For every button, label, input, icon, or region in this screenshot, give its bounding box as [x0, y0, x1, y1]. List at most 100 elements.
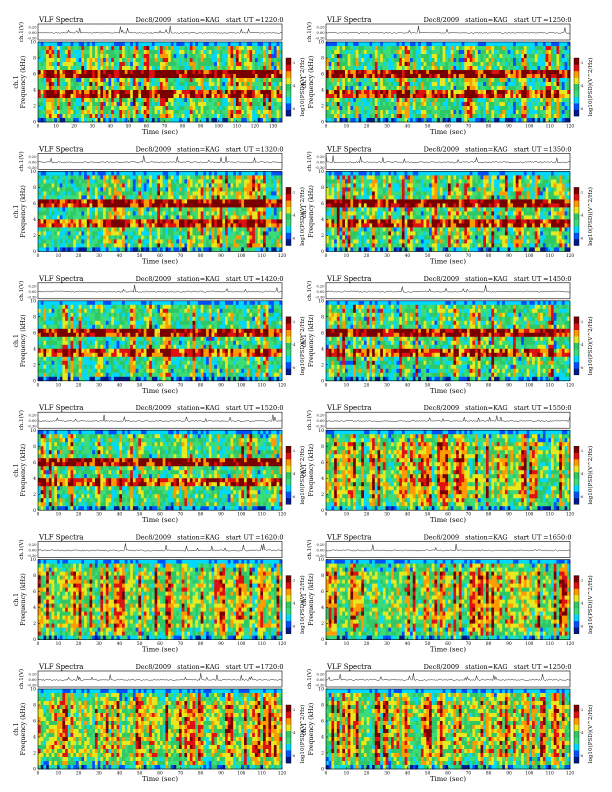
spectrogram-cell [225, 90, 228, 94]
spectrogram-cell [184, 90, 187, 94]
spectrogram-cell [364, 74, 367, 78]
spectrogram-cell [241, 74, 244, 78]
spectrogram-cell [524, 110, 527, 114]
spectrogram-cell [532, 54, 535, 58]
spectrogram-cell [68, 62, 71, 66]
spectrogram-cell [562, 62, 565, 66]
spectrogram-cell [100, 227, 103, 231]
spectrogram-cell [551, 58, 554, 62]
spectrogram-cell [46, 46, 49, 50]
spectrogram-cell [367, 42, 370, 46]
spectrogram-cell [54, 102, 57, 106]
spectrogram-cell [41, 74, 44, 78]
spectrogram-cell [73, 118, 76, 122]
spectrogram-cell [537, 66, 540, 70]
spectrogram-cell [62, 175, 65, 179]
spectrogram-cell [114, 211, 117, 215]
spectrogram-cell [405, 114, 408, 118]
spectrogram-cell [187, 227, 190, 231]
spectrogram-cell [187, 54, 190, 58]
spectrogram-cell [174, 74, 177, 78]
spectrogram-cell [122, 110, 125, 114]
spectrogram-cell [100, 171, 103, 175]
spectrogram-cell [38, 46, 41, 50]
spectrogram-cell [125, 187, 128, 191]
spectrogram-cell [415, 98, 418, 102]
spectrogram-cell [364, 50, 367, 54]
spectrogram-cell [380, 58, 383, 62]
spectrogram-cell [394, 106, 397, 110]
spectrogram-cell [174, 118, 177, 122]
spectrogram-cell [81, 54, 84, 58]
spectrogram-cell [65, 106, 68, 110]
spectrogram-cell [149, 94, 152, 98]
spectrogram-cell [386, 94, 389, 98]
spectrogram-cell [448, 90, 451, 94]
spectrogram-cell [380, 82, 383, 86]
spectrogram-cell [160, 66, 163, 70]
spectrogram-cell [543, 90, 546, 94]
spectrogram-cell [483, 70, 486, 74]
spectrogram-cell [43, 175, 46, 179]
spectrogram-cell [214, 90, 217, 94]
spectrogram-cell [49, 179, 52, 183]
spectrogram-cell [171, 231, 174, 235]
spectrogram-cell [68, 42, 71, 46]
spectrogram-cell [464, 70, 467, 74]
spectrogram-cell [375, 86, 378, 90]
spectrogram-cell [472, 70, 475, 74]
spectrogram-cell [57, 50, 60, 54]
spectrogram-cell [84, 106, 87, 110]
spectrogram-cell [247, 106, 250, 110]
spectrogram-cell [258, 50, 261, 54]
spectrogram-cell [540, 114, 543, 118]
spectrogram-cell [130, 46, 133, 50]
spectrogram-cell [497, 98, 500, 102]
spectrogram-cell [418, 62, 421, 66]
spectrogram-cell [236, 102, 239, 106]
spectrogram-cell [87, 114, 90, 118]
spectrogram-cell [277, 106, 280, 110]
spectrogram-cell [68, 82, 71, 86]
spectrogram-cell [228, 98, 231, 102]
spectrogram-cell [326, 82, 329, 86]
spectrogram-cell [163, 231, 166, 235]
spectrogram-cell [193, 66, 196, 70]
spectrogram-cell [556, 94, 559, 98]
spectrogram-cell [152, 82, 155, 86]
spectrogram-cell [52, 66, 55, 70]
spectrogram-cell [165, 219, 168, 223]
spectrogram-cell [146, 243, 149, 247]
spectrogram-cell [502, 90, 505, 94]
spectrogram-cell [453, 90, 456, 94]
spectrogram-cell [353, 118, 356, 122]
spectrogram-cell [483, 94, 486, 98]
spectrogram-cell [562, 42, 565, 46]
spectrogram-cell [524, 42, 527, 46]
spectrogram-cell [475, 62, 478, 66]
spectrogram-cell [119, 215, 122, 219]
spectrogram-cell [494, 102, 497, 106]
spectrogram-cell [187, 239, 190, 243]
spectrogram-cell [241, 90, 244, 94]
spectrogram-cell [386, 42, 389, 46]
spectrogram-cell [65, 211, 68, 215]
spectrogram-cell [429, 106, 432, 110]
spectrogram-cell [76, 199, 79, 203]
spectrogram-cell [149, 187, 152, 191]
spectrogram-cell [108, 199, 111, 203]
spectrogram-cell [350, 82, 353, 86]
spectrogram-cell [79, 102, 82, 106]
spectrogram-cell [111, 243, 114, 247]
spectrogram-cell [68, 199, 71, 203]
panel-station: station=KAG [465, 16, 508, 24]
spectrogram-cell [353, 114, 356, 118]
spectrogram-cell [383, 66, 386, 70]
spectrogram-cell [483, 110, 486, 114]
spectrogram-cell [214, 54, 217, 58]
spectrogram-cell [182, 110, 185, 114]
spectrogram-cell [543, 42, 546, 46]
spectrogram-cell [138, 62, 141, 66]
spectrogram-cell [527, 46, 530, 50]
spectrogram-cell [249, 50, 252, 54]
